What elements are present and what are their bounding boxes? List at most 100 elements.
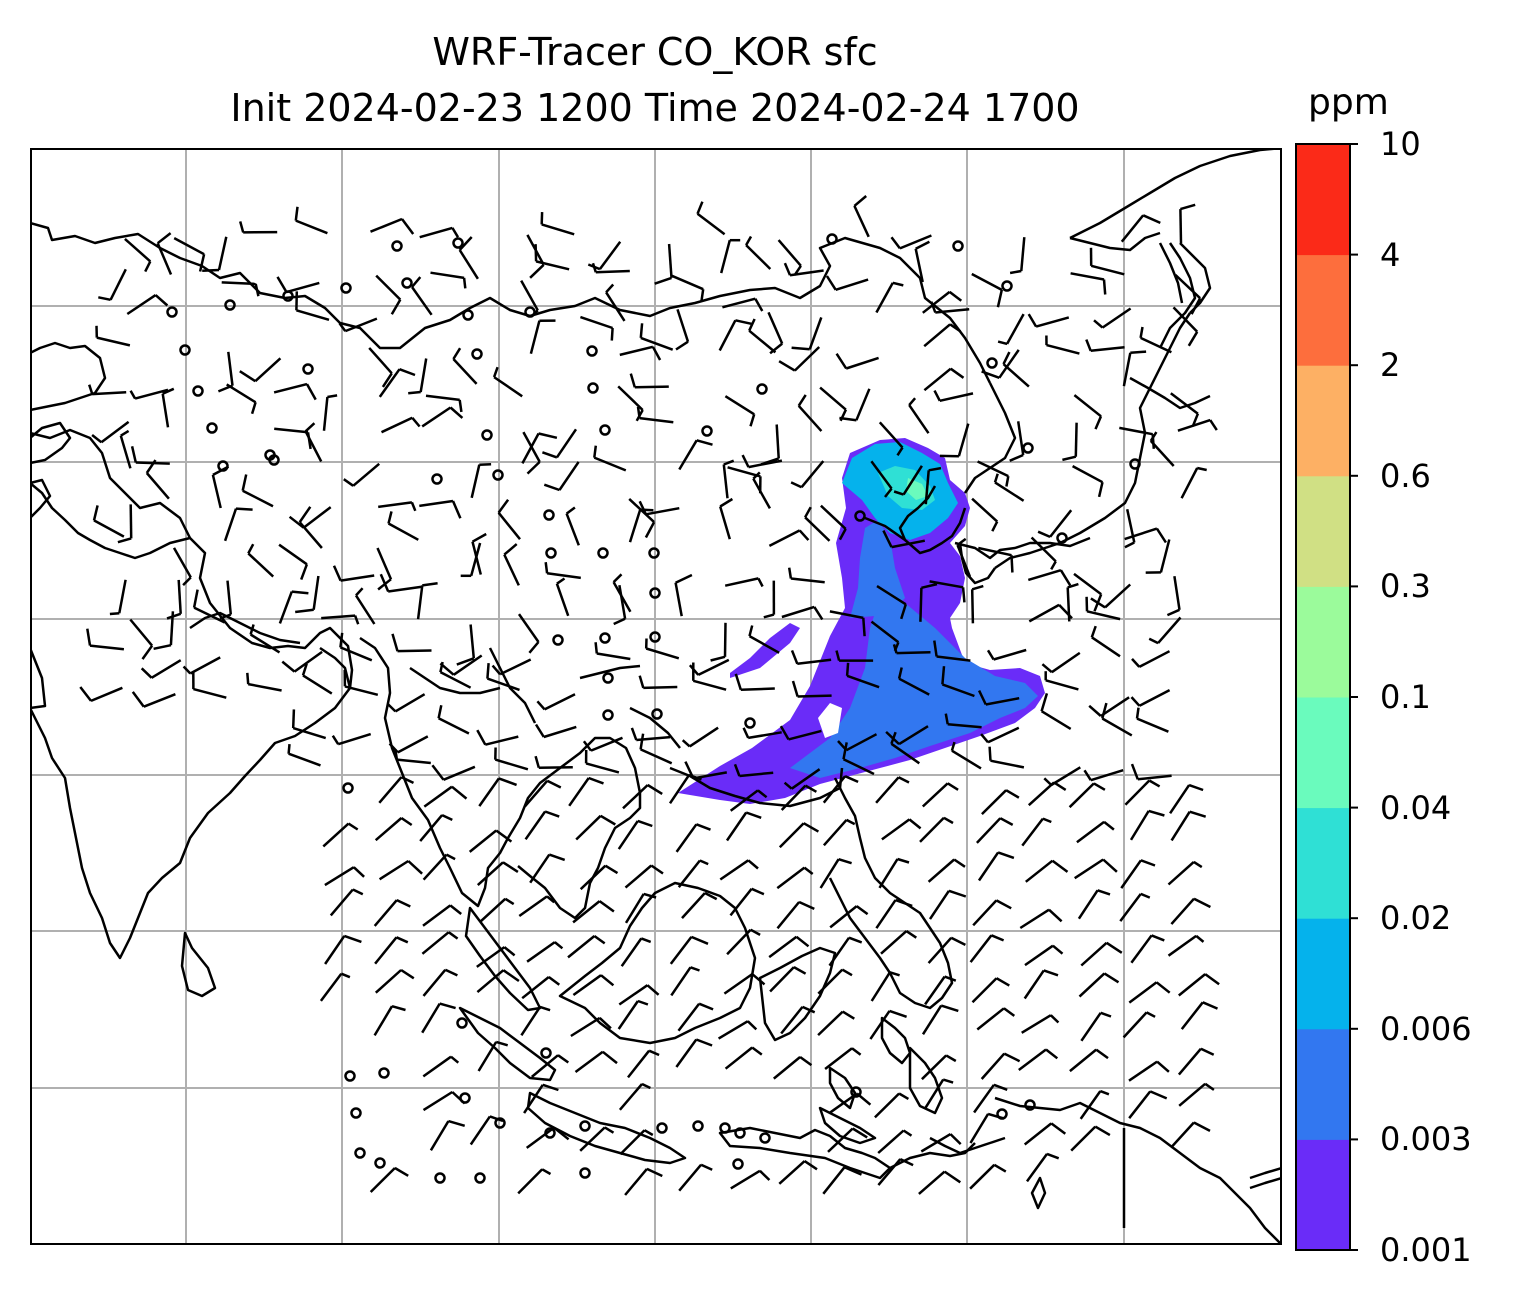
wind-barb-shaft bbox=[469, 624, 476, 659]
wind-barb-shaft bbox=[797, 658, 832, 666]
wind-barb-shaft bbox=[1074, 858, 1104, 880]
wind-barb-shaft bbox=[668, 774, 691, 804]
wind-barb-flag bbox=[198, 253, 206, 272]
wind-barb-shaft bbox=[1124, 779, 1151, 806]
wind-barb-shaft bbox=[378, 501, 413, 509]
wind-barb-shaft bbox=[777, 239, 802, 267]
wind-barb-shaft bbox=[692, 679, 727, 691]
wind-barb-shaft bbox=[1170, 811, 1191, 842]
wind-barb-shaft bbox=[998, 349, 1020, 379]
wind-barb-shaft bbox=[555, 428, 578, 459]
wind-barb-flag bbox=[534, 244, 538, 262]
wind-barb-flag bbox=[844, 1166, 862, 1176]
wind-barb-flag bbox=[882, 530, 893, 548]
wind-barb-shaft bbox=[1119, 893, 1142, 922]
wind-barb-shaft bbox=[1040, 710, 1072, 730]
calm-wind-marker bbox=[587, 382, 599, 394]
wind-barb-flag bbox=[497, 498, 510, 514]
wind-barb-shaft bbox=[1128, 1090, 1152, 1119]
wind-barb-flag bbox=[930, 301, 937, 313]
colorbar-tick-label: 0.006 bbox=[1380, 1009, 1472, 1048]
wind-barb-shaft bbox=[177, 579, 182, 614]
wind-barb-shaft bbox=[322, 396, 329, 431]
wind-barb-flag bbox=[745, 235, 753, 246]
wind-barb-flag bbox=[557, 1054, 570, 1064]
wind-barb-shaft bbox=[378, 776, 403, 804]
wind-barb-flag bbox=[546, 779, 562, 789]
wind-barb-shaft bbox=[853, 205, 870, 238]
wind-barb-shaft bbox=[622, 784, 649, 810]
wind-barb-shaft bbox=[1090, 345, 1125, 353]
wind-barb-flag bbox=[1140, 892, 1151, 899]
wind-barb-shaft bbox=[769, 966, 795, 993]
wind-barb-flag bbox=[400, 218, 415, 235]
calm-wind-marker bbox=[340, 282, 352, 294]
wind-barb-shaft bbox=[478, 777, 500, 807]
wind-barb-flag bbox=[748, 318, 756, 332]
colorbar-tick-label: 0.1 bbox=[1380, 678, 1431, 716]
wind-barb-flag bbox=[1043, 969, 1059, 977]
wind-barb-shaft bbox=[845, 733, 878, 752]
wind-barb-flag bbox=[548, 975, 561, 986]
wind-barb-shaft bbox=[921, 782, 949, 808]
wind-barb-flag bbox=[945, 1054, 957, 1063]
wind-barb-flag bbox=[548, 853, 566, 862]
wind-barb-shaft bbox=[273, 382, 308, 394]
calm-wind-marker bbox=[434, 1172, 446, 1184]
wind-barb-shaft bbox=[469, 1115, 491, 1146]
wind-barb-shaft bbox=[775, 424, 780, 459]
wind-barb-shaft bbox=[923, 323, 951, 348]
wind-barb-shaft bbox=[574, 1050, 604, 1074]
calm-wind-marker bbox=[378, 1067, 390, 1079]
wind-barb-shaft bbox=[740, 687, 775, 692]
wind-barb-shaft bbox=[423, 785, 453, 808]
wind-barb-flag bbox=[898, 776, 910, 784]
wind-barb-shaft bbox=[1076, 820, 1105, 844]
wind-barb-flag bbox=[529, 263, 545, 279]
wind-barb-flag bbox=[1093, 319, 1104, 329]
wind-barb-shaft bbox=[503, 554, 520, 586]
wind-barb-shaft bbox=[808, 316, 823, 350]
wind-barb-flag bbox=[839, 416, 857, 422]
wind-barb-shaft bbox=[987, 726, 1020, 744]
wind-barb-flag bbox=[638, 500, 648, 515]
wind-barb-shaft bbox=[193, 687, 227, 699]
wind-barb-shaft bbox=[438, 717, 470, 735]
wind-barb-shaft bbox=[422, 1090, 453, 1112]
wind-barb-flag bbox=[447, 931, 459, 940]
wind-barb-flag bbox=[332, 565, 342, 582]
wind-barb-shaft bbox=[378, 859, 409, 881]
wind-barb-shaft bbox=[1128, 1060, 1158, 1082]
wind-barb-flag bbox=[353, 615, 360, 625]
wind-barb-flag bbox=[757, 577, 764, 588]
wind-barb-flag bbox=[295, 608, 314, 614]
wind-barb-shaft bbox=[956, 544, 972, 578]
wind-barb-shaft bbox=[724, 577, 759, 587]
wind-barb-flag bbox=[1049, 1014, 1060, 1024]
wind-barb-flag bbox=[700, 1163, 713, 1171]
calm-wind-marker bbox=[344, 1070, 356, 1082]
wind-barb-flag bbox=[1009, 269, 1022, 275]
wind-barb-shaft bbox=[397, 649, 432, 653]
wind-barb-shaft bbox=[773, 1056, 801, 1080]
wind-barb-flag bbox=[993, 1083, 1008, 1091]
wind-barb-flag bbox=[1053, 781, 1067, 791]
wind-barb-flag bbox=[604, 1126, 615, 1134]
wind-barb-flag bbox=[241, 474, 248, 491]
wind-barb-flag bbox=[254, 283, 260, 297]
wind-barb-shaft bbox=[748, 635, 780, 654]
wind-barb-shaft bbox=[797, 404, 823, 432]
wind-barb-flag bbox=[791, 680, 799, 697]
wind-barb-flag bbox=[238, 221, 245, 233]
wind-barb-flag bbox=[327, 394, 338, 399]
wind-barb-shaft bbox=[875, 282, 894, 314]
wind-barb-flag bbox=[997, 851, 1015, 860]
wind-barb-shaft bbox=[129, 504, 133, 539]
wind-barb-shaft bbox=[590, 736, 623, 752]
wind-barb-shaft bbox=[329, 888, 354, 917]
wind-barb-shaft bbox=[628, 509, 642, 543]
wind-barb-flag bbox=[347, 822, 359, 831]
wind-barb-shaft bbox=[752, 478, 771, 510]
colorbar-tick-label: 0.003 bbox=[1380, 1120, 1472, 1159]
wind-barb-flag bbox=[491, 664, 502, 676]
